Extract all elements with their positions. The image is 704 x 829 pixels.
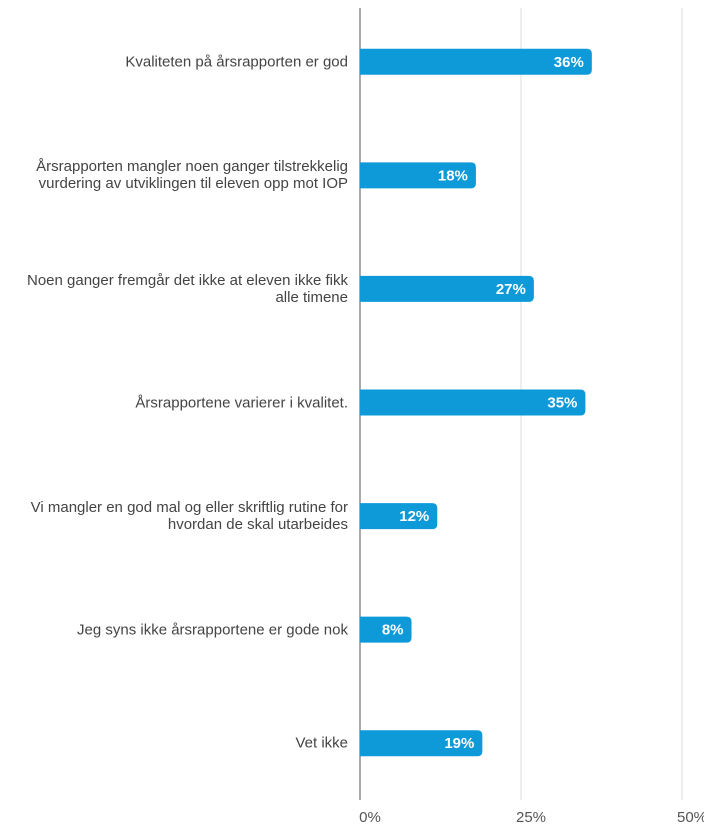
data-label: 8% xyxy=(382,622,404,639)
y-tick-label: Vi mangler en god mal og eller skriftlig… xyxy=(30,499,348,534)
data-label: 27% xyxy=(496,281,526,298)
data-label: 18% xyxy=(438,167,468,184)
x-tick-label: 25% xyxy=(516,809,546,826)
bar xyxy=(360,503,438,530)
bar xyxy=(360,389,586,416)
bar xyxy=(360,48,592,75)
bar xyxy=(360,730,483,757)
y-tick-label: Kvaliteten på årsrapporten er god xyxy=(125,53,348,71)
x-tick-label: 0% xyxy=(359,809,381,826)
y-tick-label: Vet ikke xyxy=(295,734,348,752)
bar xyxy=(360,275,534,302)
y-tick-label: Årsrapportene varierer i kvalitet. xyxy=(135,394,348,411)
data-label: 35% xyxy=(547,394,577,411)
data-label: 19% xyxy=(444,735,474,752)
y-tick-label: Årsrapporten mangler noen ganger tilstre… xyxy=(36,158,348,193)
data-label: 12% xyxy=(399,508,429,525)
x-tick-label: 50% xyxy=(677,809,704,826)
bar xyxy=(360,162,476,189)
y-tick-label: Jeg syns ikke årsrapportene er gode nok xyxy=(77,621,348,639)
bar xyxy=(360,616,412,643)
data-label: 36% xyxy=(554,54,584,71)
y-tick-label: Noen ganger fremgår det ikke at eleven i… xyxy=(27,271,348,306)
